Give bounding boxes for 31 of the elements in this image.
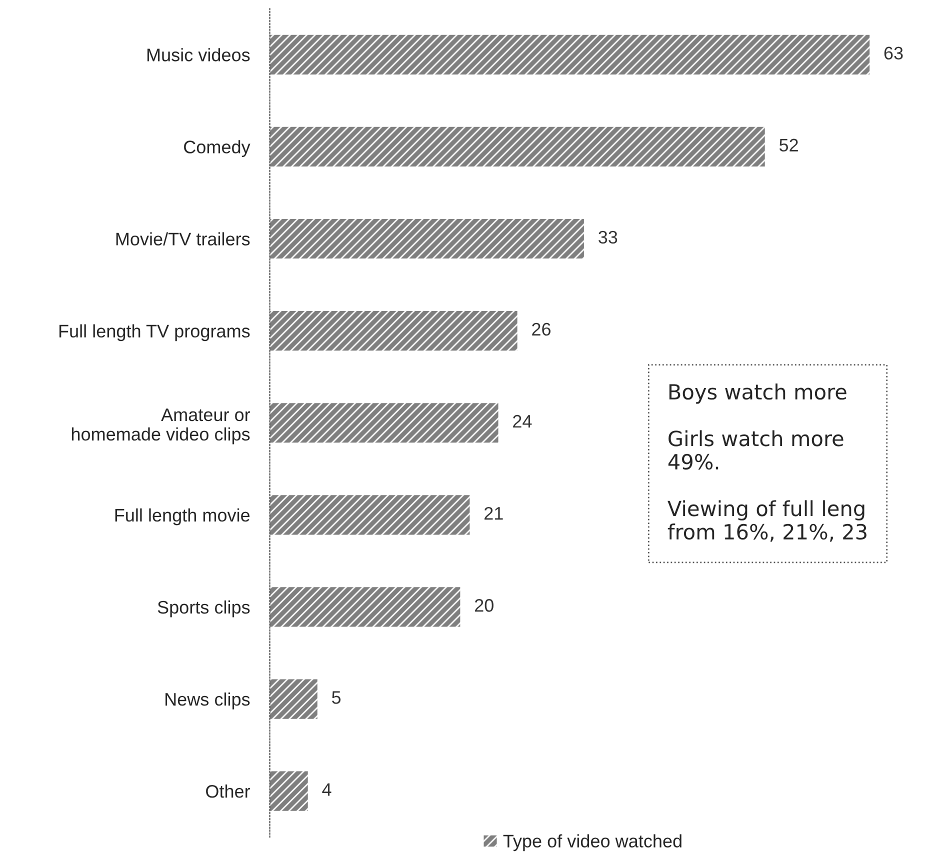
bar [270, 587, 460, 627]
data-label: 52 [779, 138, 798, 152]
bar [270, 679, 318, 719]
annotation: Viewing of full leng from 16%, 21%, 23 [668, 500, 866, 542]
y-tick-label: Other [206, 784, 250, 798]
y-tick-label: Music videos [147, 48, 250, 62]
y-tick-label: Amateur or homemade video clips [72, 408, 250, 444]
data-label: 4 [322, 783, 332, 796]
data-label: 24 [513, 414, 532, 428]
annotation: Boys watch more [669, 384, 846, 404]
data-label: 33 [598, 230, 618, 244]
y-tick-label: Full length movie [115, 508, 250, 526]
data-label: 5 [332, 691, 341, 704]
bar [270, 311, 518, 351]
y-tick-label: News clips [166, 692, 250, 710]
bar [270, 495, 470, 535]
bar [270, 403, 498, 443]
annotation: Girls watch more 49%. [668, 430, 844, 470]
bar [270, 771, 308, 811]
legend-label: Type of video watched [503, 834, 682, 852]
bar [270, 126, 765, 166]
bar [270, 34, 870, 74]
data-label: 63 [884, 46, 903, 60]
y-tick-label: Full length TV programs [59, 324, 250, 342]
bar [270, 218, 584, 259]
data-label: 26 [532, 322, 550, 336]
y-tick-label: Sports clips [158, 600, 250, 618]
y-tick-label: Comedy [184, 140, 250, 157]
data-label: 20 [474, 599, 494, 612]
y-tick-label: Movie/TV trailers [116, 232, 250, 246]
data-label: 21 [484, 506, 503, 520]
